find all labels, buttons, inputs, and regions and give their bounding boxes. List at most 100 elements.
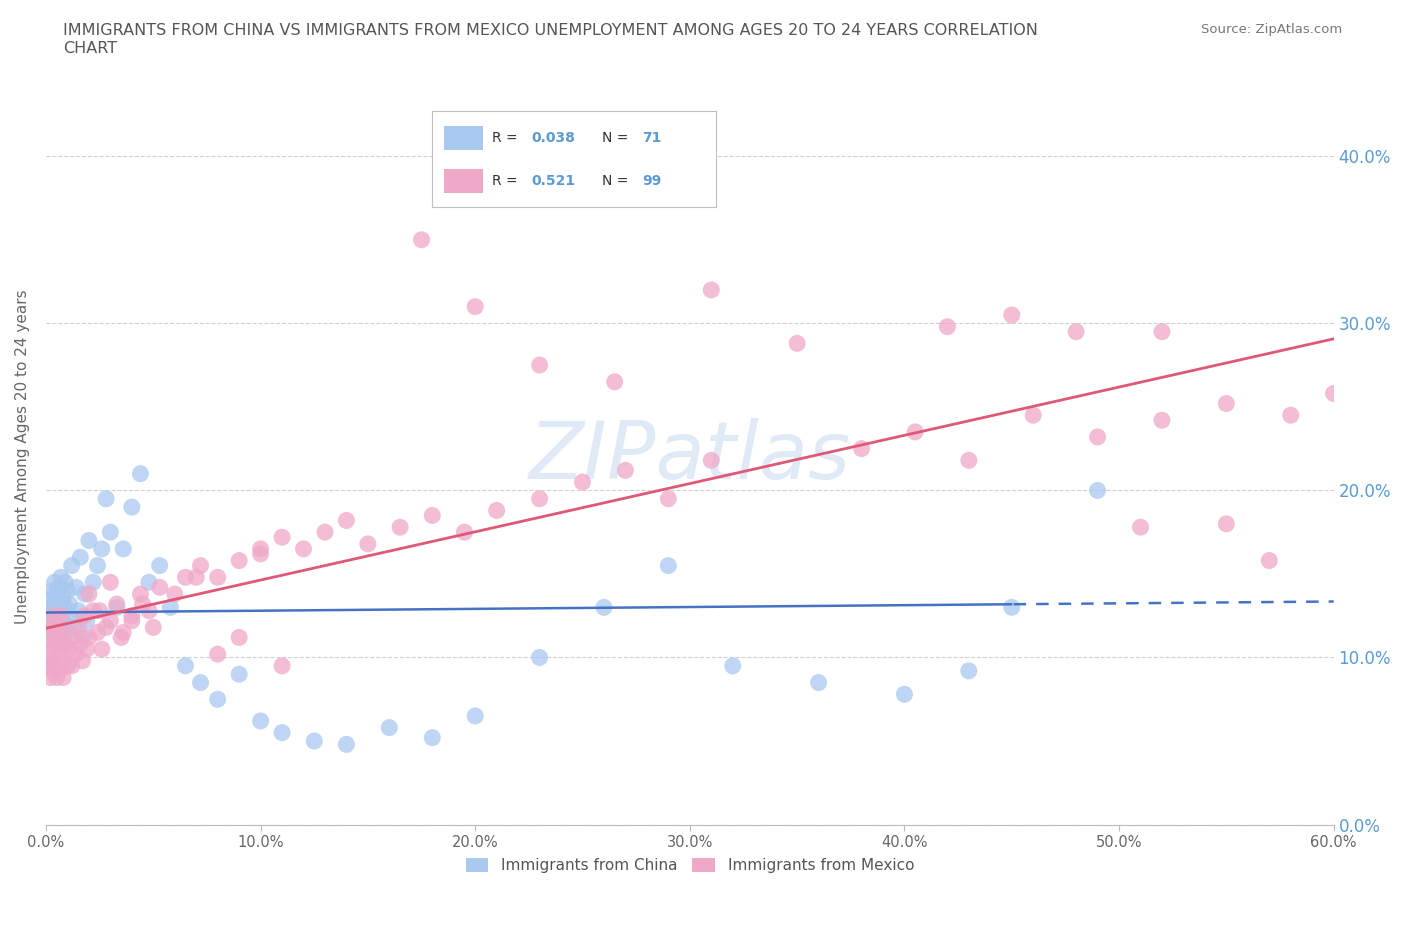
Point [98, 525, 121, 539]
Point [39, 617, 62, 631]
Point [37, 608, 59, 623]
Point [174, 570, 197, 585]
Point [190, 675, 212, 690]
Point [314, 525, 336, 539]
Text: ZIPatlas: ZIPatlas [529, 418, 851, 496]
Point [44, 637, 66, 652]
Point [453, 525, 475, 539]
Point [1150, 325, 1173, 339]
Point [228, 630, 250, 644]
Point [45, 629, 67, 644]
Point [77, 533, 100, 548]
Point [121, 613, 143, 628]
Point [1022, 407, 1045, 422]
Point [90, 642, 112, 657]
Point [249, 541, 271, 556]
Point [45, 617, 67, 631]
Point [1258, 553, 1281, 568]
Point [721, 658, 744, 673]
Point [48, 663, 70, 678]
Point [657, 491, 679, 506]
Point [41, 617, 63, 631]
Point [110, 630, 132, 644]
Point [603, 375, 626, 390]
Point [1064, 325, 1087, 339]
Point [957, 453, 980, 468]
Point [45, 604, 67, 619]
Point [105, 596, 128, 611]
Text: IMMIGRANTS FROM CHINA VS IMMIGRANTS FROM MEXICO UNEMPLOYMENT AMONG AGES 20 TO 24: IMMIGRANTS FROM CHINA VS IMMIGRANTS FROM… [63, 23, 1038, 56]
Point [60, 658, 83, 673]
Point [72, 654, 94, 669]
Point [52, 654, 75, 669]
Point [49, 570, 72, 585]
Point [56, 625, 79, 640]
Point [41, 613, 63, 628]
Point [52, 590, 75, 604]
Point [186, 570, 208, 585]
Point [149, 580, 172, 595]
Point [149, 558, 172, 573]
Point [53, 600, 76, 615]
Point [529, 650, 551, 665]
Point [420, 508, 443, 523]
Point [174, 658, 197, 673]
Point [190, 558, 212, 573]
Point [49, 608, 72, 623]
Point [65, 580, 87, 595]
Point [98, 613, 121, 628]
Point [86, 625, 108, 640]
Point [60, 558, 83, 573]
Point [89, 604, 111, 618]
Point [207, 570, 229, 585]
Point [207, 692, 229, 707]
Point [44, 654, 66, 669]
Point [138, 575, 160, 590]
Point [45, 587, 67, 602]
Point [39, 625, 62, 640]
Point [1215, 396, 1237, 411]
Point [389, 520, 412, 535]
Point [39, 625, 62, 640]
Point [69, 550, 91, 565]
Point [53, 637, 76, 652]
Point [41, 642, 63, 657]
Point [129, 466, 152, 481]
Point [464, 709, 486, 724]
Point [121, 499, 143, 514]
Point [228, 667, 250, 682]
Point [1001, 600, 1024, 615]
Point [529, 358, 551, 373]
Point [52, 637, 75, 652]
Point [249, 547, 271, 562]
Point [58, 608, 80, 623]
Point [49, 620, 72, 635]
Point [335, 513, 357, 528]
Point [67, 604, 90, 618]
Point [1279, 407, 1302, 422]
Point [112, 625, 135, 640]
Point [657, 558, 679, 573]
Point [77, 630, 100, 644]
Point [700, 283, 723, 298]
Point [67, 620, 90, 635]
Point [53, 575, 76, 590]
Point [69, 637, 91, 652]
Point [411, 232, 433, 247]
Point [39, 650, 62, 665]
Legend: Immigrants from China, Immigrants from Mexico: Immigrants from China, Immigrants from M… [460, 852, 920, 880]
Point [41, 604, 63, 618]
Point [163, 587, 186, 602]
Point [1087, 483, 1109, 498]
Point [72, 630, 94, 644]
Point [52, 671, 75, 685]
Point [48, 608, 70, 623]
Point [851, 441, 873, 456]
Point [357, 537, 380, 551]
Point [45, 671, 67, 685]
Point [49, 637, 72, 652]
Point [464, 299, 486, 314]
Point [65, 646, 87, 661]
Point [44, 596, 66, 611]
Point [420, 730, 443, 745]
